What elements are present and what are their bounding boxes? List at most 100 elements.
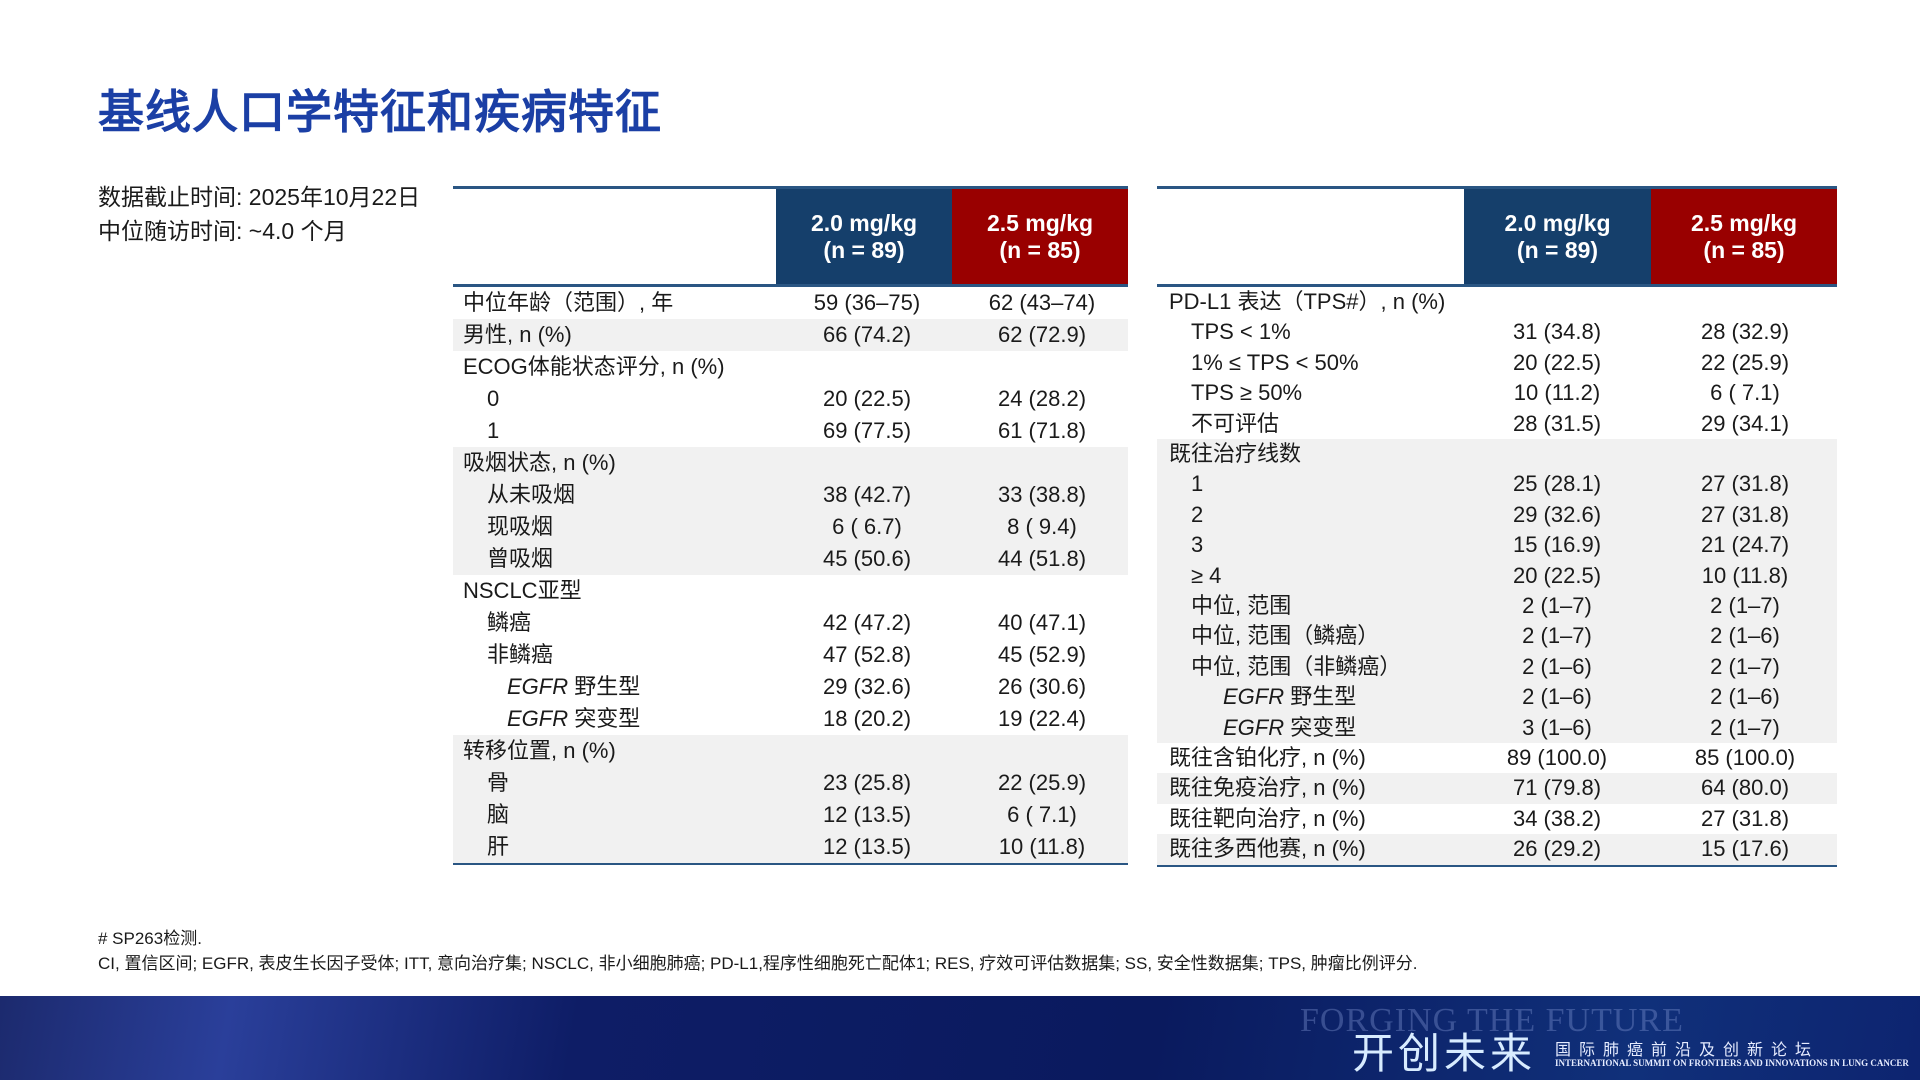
value-2-0-mgkg: 45 (50.6) <box>822 546 912 571</box>
row-label: TPS < 1% <box>1191 319 1291 345</box>
value-2-5-mgkg: 29 (34.1) <box>1700 410 1790 436</box>
row-label: 既往多西他赛, n (%) <box>1169 836 1366 862</box>
conference-banner: FORGING THE FUTURE 开创未来 国际肺癌前沿及创新论坛 INTE… <box>0 996 1920 1080</box>
value-2-5-mgkg: 64 (80.0) <box>1700 775 1790 801</box>
table-row: EGFR 野生型 2 (1–6) 2 (1–6) <box>1157 682 1837 713</box>
table-row: 2 29 (32.6) 27 (31.8) <box>1157 499 1837 531</box>
row-label: 1% ≤ TPS < 50% <box>1191 349 1359 375</box>
value-2-0-mgkg: 15 (16.9) <box>1512 532 1602 558</box>
row-label: 中位, 范围 <box>1191 593 1292 618</box>
value-2-5-mgkg: 19 (22.4) <box>997 706 1087 731</box>
value-2-5-mgkg: 40 (47.1) <box>997 610 1087 635</box>
value-2-0-mgkg: 28 (31.5) <box>1512 410 1602 436</box>
value-2-5-mgkg: 2 (1–6) <box>1710 684 1780 710</box>
table-row: PD-L1 表达（TPS#）, n (%) <box>1157 287 1837 317</box>
footnote-abbreviations: CI, 置信区间; EGFR, 表皮生长因子受体; ITT, 意向治疗集; NS… <box>98 954 1418 973</box>
value-2-0-mgkg: 12 (13.5) <box>822 802 912 827</box>
row-label: 非鳞癌 <box>487 642 554 667</box>
row-label: 中位, 范围（鳞癌） <box>1191 623 1380 649</box>
table-row: ECOG体能状态评分, n (%) <box>453 351 1128 383</box>
value-2-5-mgkg: 45 (52.9) <box>997 642 1087 667</box>
baseline-table-right: 2.0 mg/kg (n = 89) 2.5 mg/kg (n = 85) PD… <box>1157 186 1837 867</box>
value-2-0-mgkg: 20 (22.5) <box>822 386 912 411</box>
row-label: 曾吸烟 <box>487 546 554 571</box>
table-top-rule <box>1157 186 1837 189</box>
value-2-0-mgkg: 29 (32.6) <box>822 674 912 699</box>
value-2-5-mgkg: 85 (100.0) <box>1694 745 1796 770</box>
banner-logo: 开创未来 <box>1352 1029 1537 1078</box>
table-row: ≥ 4 20 (22.5) 10 (11.8) <box>1157 560 1837 591</box>
value-2-5-mgkg: 21 (24.7) <box>1700 532 1790 558</box>
row-label: 从未吸烟 <box>487 482 576 507</box>
footnote-sp263: # SP263检测. <box>98 929 202 948</box>
header-2-0-mgkg: 2.0 mg/kg (n = 89) <box>1464 189 1651 284</box>
value-2-5-mgkg: 2 (1–7) <box>1710 593 1780 618</box>
value-2-0-mgkg: 12 (13.5) <box>822 834 912 859</box>
value-2-5-mgkg: 61 (71.8) <box>997 418 1087 443</box>
table-row: 肝 12 (13.5) 10 (11.8) <box>453 831 1128 863</box>
value-2-5-mgkg: 27 (31.8) <box>1700 805 1790 831</box>
value-2-0-mgkg: 18 (20.2) <box>822 706 912 731</box>
gene-name: EGFR <box>507 674 575 699</box>
value-2-5-mgkg: 24 (28.2) <box>997 386 1087 411</box>
value-2-0-mgkg: 59 (36–75) <box>813 290 921 315</box>
baseline-table-left: 2.0 mg/kg (n = 89) 2.5 mg/kg (n = 85) 中位… <box>453 186 1128 866</box>
table-row: 曾吸烟 45 (50.6) 44 (51.8) <box>453 543 1128 575</box>
value-2-0-mgkg: 26 (29.2) <box>1512 836 1602 862</box>
table-row: 中位, 范围（鳞癌） 2 (1–7) 2 (1–6) <box>1157 621 1837 652</box>
header-rule <box>453 284 1128 287</box>
banner-subtitle-en: INTERNATIONAL SUMMIT ON FRONTIERS AND IN… <box>1555 1058 1909 1068</box>
header-dose: 2.0 mg/kg <box>1504 209 1611 236</box>
value-2-0-mgkg: 25 (28.1) <box>1512 471 1602 497</box>
row-label: 1 <box>1191 471 1204 497</box>
value-2-5-mgkg: 8 ( 9.4) <box>1007 514 1077 539</box>
value-2-0-mgkg: 2 (1–7) <box>1522 593 1592 618</box>
row-label: 既往含铂化疗, n (%) <box>1169 745 1366 770</box>
table-row: 中位, 范围（非鳞癌） 2 (1–6) 2 (1–7) <box>1157 651 1837 683</box>
value-2-0-mgkg: 47 (52.8) <box>822 642 912 667</box>
page-title: 基线人口学特征和疾病特征 <box>98 86 662 138</box>
row-label: NSCLC亚型 <box>463 578 582 603</box>
table-row: EGFR 野生型 29 (32.6) 26 (30.6) <box>453 671 1128 703</box>
banner-subtitle-cn: 国际肺癌前沿及创新论坛 <box>1555 1042 1820 1059</box>
value-2-5-mgkg: 2 (1–7) <box>1710 714 1780 740</box>
row-label: PD-L1 表达（TPS#）, n (%) <box>1169 289 1446 314</box>
value-2-5-mgkg: 62 (72.9) <box>997 322 1087 347</box>
header-rule <box>1157 284 1837 287</box>
value-2-0-mgkg: 66 (74.2) <box>822 322 912 347</box>
table-row: 3 15 (16.9) 21 (24.7) <box>1157 530 1837 561</box>
table-row: 既往多西他赛, n (%) 26 (29.2) 15 (17.6) <box>1157 834 1837 865</box>
row-label: 吸烟状态, n (%) <box>463 450 616 475</box>
study-info: 数据截止时间: 2025年10月22日 中位随访时间: ~4.0 个月 <box>98 180 420 248</box>
value-2-5-mgkg: 22 (25.9) <box>997 770 1087 795</box>
value-2-5-mgkg: 26 (30.6) <box>997 674 1087 699</box>
row-label: 既往免疫治疗, n (%) <box>1169 775 1366 801</box>
table-row: 1% ≤ TPS < 50% 20 (22.5) 22 (25.9) <box>1157 348 1837 378</box>
header-n: (n = 85) <box>1703 236 1785 263</box>
row-label: 肝 <box>487 834 510 859</box>
row-label: 3 <box>1191 532 1204 558</box>
table-row: 既往含铂化疗, n (%) 89 (100.0) 85 (100.0) <box>1157 743 1837 773</box>
value-2-0-mgkg: 10 (11.2) <box>1513 380 1601 406</box>
value-2-5-mgkg: 22 (25.9) <box>1700 349 1790 375</box>
row-label: EGFR 突变型 <box>507 706 641 731</box>
header-2-0-mgkg: 2.0 mg/kg (n = 89) <box>776 189 952 284</box>
value-2-0-mgkg: 89 (100.0) <box>1506 745 1608 770</box>
value-2-0-mgkg: 42 (47.2) <box>822 610 912 635</box>
row-label: 鳞癌 <box>487 610 532 635</box>
table-row: 吸烟状态, n (%) <box>453 447 1128 479</box>
table-row: 转移位置, n (%) <box>453 735 1128 767</box>
table-row: 骨 23 (25.8) 22 (25.9) <box>453 767 1128 799</box>
table-row: 非鳞癌 47 (52.8) 45 (52.9) <box>453 639 1128 671</box>
table-row: 中位, 范围 2 (1–7) 2 (1–7) <box>1157 591 1837 622</box>
value-2-0-mgkg: 2 (1–7) <box>1522 623 1592 649</box>
table-row: NSCLC亚型 <box>453 575 1128 607</box>
value-2-0-mgkg: 34 (38.2) <box>1512 805 1602 831</box>
value-2-5-mgkg: 27 (31.8) <box>1700 471 1790 497</box>
table-row: 既往免疫治疗, n (%) 71 (79.8) 64 (80.0) <box>1157 773 1837 804</box>
row-label: 0 <box>487 386 500 411</box>
value-2-0-mgkg: 20 (22.5) <box>1512 562 1602 588</box>
row-label: EGFR 突变型 <box>1223 714 1357 740</box>
row-label: 中位, 范围（非鳞癌） <box>1191 653 1402 679</box>
table-row: TPS < 1% 31 (34.8) 28 (32.9) <box>1157 317 1837 347</box>
